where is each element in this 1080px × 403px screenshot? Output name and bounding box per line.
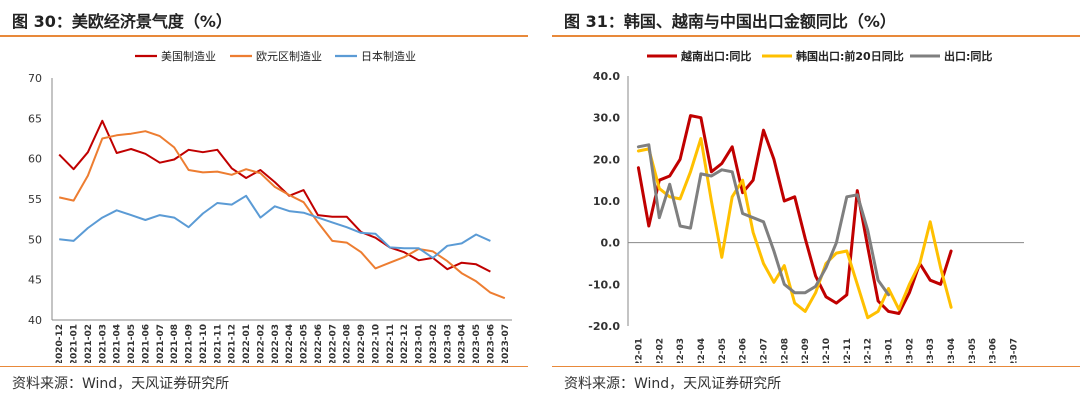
- x-tick-label: 2021-05: [127, 324, 137, 363]
- x-tick-label: 2022-08: [343, 324, 353, 363]
- left-figure-source: 资料来源：Wind，天风证券研究所: [12, 376, 230, 392]
- series-line-1: [636, 114, 953, 315]
- right-figure-title: 图 31：韩国、越南与中国出口金额同比（%）: [564, 12, 896, 31]
- x-tick-label: 2023-06: [486, 324, 496, 363]
- x-tick-label: 2022-03: [271, 324, 281, 363]
- left-source-rule: [0, 366, 528, 367]
- x-tick-label: 2022-11: [843, 338, 853, 363]
- x-tick-label: 2022-04: [697, 338, 707, 363]
- y-tick-label: 55: [28, 193, 42, 206]
- left-figure-title: 图 30：美欧经济景气度（%）: [12, 12, 232, 31]
- y-tick-label: 60: [28, 153, 42, 166]
- right-title-rule: [552, 35, 1080, 37]
- x-tick-label: 2022-02: [256, 324, 266, 363]
- x-tick-label: 2023-05: [968, 338, 978, 363]
- x-tick-label: 2022-11: [386, 324, 396, 363]
- x-tick-label: 2023-02: [905, 338, 915, 363]
- x-tick-label: 2022-10: [822, 338, 832, 363]
- x-tick-label: 2023-01: [415, 324, 425, 363]
- x-tick-label: 2022-12: [400, 324, 410, 363]
- x-tick-label: 2022-09: [801, 338, 811, 363]
- x-tick-label: 2022-01: [242, 324, 252, 363]
- y-tick-label: 50: [28, 233, 42, 246]
- x-tick-label: 2022-01: [634, 338, 644, 363]
- right-figure: 图 31：韩国、越南与中国出口金额同比（%） 越南出口:同比 韩国出口:前20日同…: [552, 0, 1080, 403]
- x-tick-label: 2023-03: [443, 324, 453, 363]
- x-tick-label: 2023-01: [885, 338, 895, 363]
- series-line-2: [58, 130, 506, 300]
- x-tick-label: 2023-05: [472, 324, 482, 363]
- x-tick-label: 2021-09: [185, 324, 195, 363]
- right-chart: 越南出口:同比 韩国出口:前20日同比 出口:同比 -20.0 -10.0 0.0 10.0…: [588, 49, 1024, 363]
- y-tick-label: -20.0: [588, 320, 620, 333]
- x-tick-label: 2022-06: [314, 324, 324, 363]
- x-tick-label: 2022-07: [328, 324, 338, 363]
- legend-label-3: 出口:同比: [944, 49, 992, 63]
- x-tick-label: 2023-06: [989, 338, 999, 363]
- y-tick-label: 0.0: [601, 237, 621, 250]
- y-tick-label: 45: [28, 274, 42, 287]
- legend-label-2: 韩国出口:前20日同比: [796, 49, 904, 63]
- y-tick-label: 20.0: [593, 153, 620, 166]
- x-tick-label: 2023-07: [1010, 338, 1020, 363]
- legend-label-3: 日本制造业: [361, 49, 416, 63]
- y-tick-label: 30.0: [593, 112, 620, 125]
- x-tick-label: 2022-12: [864, 338, 874, 363]
- x-tick-label: 2021-06: [141, 324, 151, 363]
- y-tick-label: -10.0: [588, 278, 620, 291]
- x-tick-label: 2023-04: [947, 338, 957, 363]
- left-chart: 美国制造业 欧元区制造业 日本制造业 40 45 50 55 60 65 70 2020-12 202…: [28, 49, 512, 363]
- x-tick-label: 2023-02: [429, 324, 439, 363]
- series-line-2: [636, 137, 953, 320]
- x-tick-label: 2022-08: [780, 338, 790, 363]
- x-tick-label: 2021-11: [213, 324, 223, 363]
- x-tick-label: 2021-08: [170, 324, 180, 363]
- y-tick-label: 65: [28, 112, 42, 125]
- y-tick-label: 40.0: [593, 70, 620, 83]
- x-tick-label: 2023-03: [926, 338, 936, 363]
- legend-label-1: 美国制造业: [161, 49, 216, 63]
- x-tick-label: 2022-09: [357, 324, 367, 363]
- left-figure: 图 30：美欧经济景气度（%） 美国制造业 欧元区制造业 日本制造业 40 45 50 55…: [0, 0, 528, 403]
- x-tick-label: 2021-01: [70, 324, 80, 363]
- x-tick-label: 2022-03: [676, 338, 686, 363]
- x-tick-label: 2023-07: [501, 324, 511, 363]
- x-tick-label: 2022-04: [285, 324, 295, 363]
- y-tick-label: 10.0: [593, 195, 620, 208]
- x-tick-label: 2022-06: [739, 338, 749, 363]
- legend-label-2: 欧元区制造业: [256, 49, 322, 63]
- x-tick-label: 2021-12: [228, 324, 238, 363]
- x-tick-label: 2021-07: [156, 324, 166, 363]
- left-title-rule: [0, 35, 528, 37]
- x-tick-label: 2021-03: [98, 324, 108, 363]
- series-line-3: [636, 143, 890, 297]
- x-tick-label: 2022-02: [655, 338, 665, 363]
- x-tick-label: 2022-05: [718, 338, 728, 363]
- series-line-1: [58, 119, 491, 273]
- y-tick-label: 40: [28, 314, 42, 327]
- x-tick-label: 2022-05: [300, 324, 310, 363]
- x-tick-label: 2023-04: [458, 324, 468, 363]
- x-tick-label: 2020-12: [55, 324, 65, 363]
- x-tick-label: 2021-10: [199, 324, 209, 363]
- x-tick-label: 2022-10: [371, 324, 381, 363]
- x-tick-label: 2021-02: [84, 324, 94, 363]
- legend-label-1: 越南出口:同比: [680, 49, 751, 63]
- x-tick-label: 2022-07: [760, 338, 770, 363]
- right-figure-source: 资料来源：Wind，天风证券研究所: [564, 376, 782, 392]
- series-line-3: [59, 194, 491, 259]
- right-source-rule: [552, 366, 1080, 367]
- y-tick-label: 70: [28, 72, 42, 85]
- x-tick-label: 2021-04: [113, 324, 123, 363]
